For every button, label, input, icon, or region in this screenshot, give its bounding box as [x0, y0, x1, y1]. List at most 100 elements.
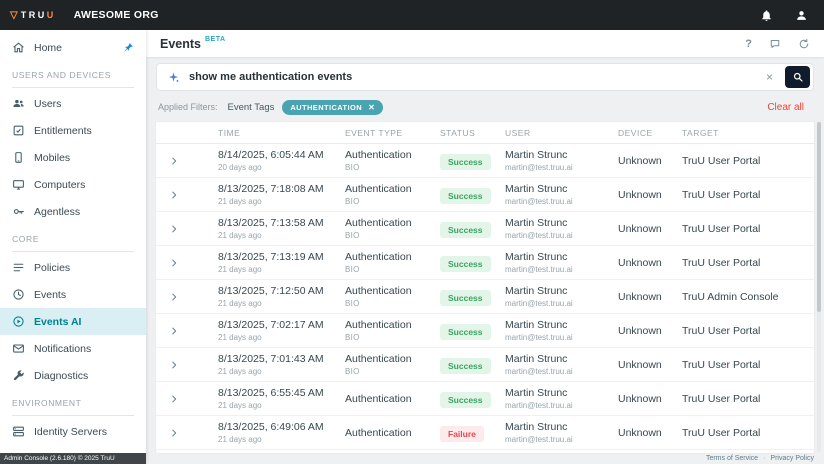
sidebar-item-home[interactable]: Home	[0, 34, 146, 61]
event-time: 8/13/2025, 7:02:17 AM	[218, 319, 324, 331]
beta-badge: BETA	[205, 36, 226, 43]
pin-icon[interactable]	[123, 42, 134, 53]
sidebar-item-entitlements[interactable]: Entitlements	[0, 117, 146, 144]
user-email: martin@test.truu.ai	[505, 401, 573, 410]
column-header[interactable]: EVENT TYPE	[345, 127, 403, 138]
applied-filters-label: Applied Filters:	[158, 102, 218, 112]
target-name: TruU User Portal	[682, 324, 761, 337]
sidebar-item-label: Entitlements	[34, 124, 92, 137]
table-row[interactable]: 8/13/2025, 7:13:58 AM 21 days ago Authenti…	[156, 212, 814, 246]
sidebar-item-events-ai[interactable]: Events AI	[0, 308, 146, 335]
applied-filters-row: Applied Filters: Event Tags AUTHENTICATI…	[156, 97, 814, 117]
column-header[interactable]: TIME	[218, 127, 241, 138]
sidebar-item-events[interactable]: Events	[0, 281, 146, 308]
terms-of-service-link[interactable]: Terms of Service	[705, 455, 759, 462]
table-row[interactable]: 8/13/2025, 6:49:06 AM 21 days ago Authenti…	[156, 416, 814, 450]
user-name: Martin Strunc	[505, 353, 568, 365]
column-header[interactable]: USER	[505, 127, 531, 138]
user-name: Martin Strunc	[505, 183, 568, 195]
column-header[interactable]: STATUS	[440, 127, 476, 138]
device-name: Unknown	[618, 222, 662, 235]
user-email: martin@test.truu.ai	[505, 197, 573, 206]
table-header-row: TIME EVENT TYPE STATUS USER DEVICE TARGET	[156, 122, 814, 144]
sidebar-item-identity-servers[interactable]: Identity Servers	[0, 418, 146, 445]
event-subtype: BIO	[345, 367, 360, 376]
event-time-ago: 21 days ago	[218, 197, 262, 206]
logo-text-accent: U	[46, 10, 56, 20]
account-person-icon[interactable]	[795, 9, 808, 22]
table-row[interactable]: 8/13/2025, 6:55:45 AM 21 days ago Authenti…	[156, 382, 814, 416]
truu-logo[interactable]: ▽ TRU U	[10, 10, 56, 21]
status-badge: Success	[440, 357, 491, 374]
user-name: Martin Strunc	[505, 387, 568, 399]
sidebar-item-users[interactable]: Users	[0, 90, 146, 117]
chip-remove-icon[interactable]: ✕	[368, 102, 376, 112]
user-email: martin@test.truu.ai	[505, 163, 573, 172]
search-clear-icon[interactable]: ×	[765, 70, 773, 84]
privacy-policy-link[interactable]: Privacy Policy	[770, 455, 814, 462]
scrollbar-thumb[interactable]	[817, 122, 821, 312]
column-header[interactable]: TARGET	[682, 127, 719, 138]
expand-chevron-icon[interactable]	[169, 190, 179, 200]
sidebar-section-label: ENVIRONMENT	[12, 398, 134, 416]
expand-chevron-icon[interactable]	[169, 156, 179, 166]
expand-chevron-icon[interactable]	[169, 326, 179, 336]
sidebar-item-agentless[interactable]: Agentless	[0, 198, 146, 225]
search-input[interactable]: show me authentication events	[189, 71, 353, 83]
table-body: 8/14/2025, 6:05:44 AM 20 days ago Authenti…	[156, 144, 814, 450]
event-time: 8/13/2025, 6:49:06 AM	[218, 421, 324, 433]
user-name: Martin Strunc	[505, 217, 568, 229]
chat-feedback-icon[interactable]	[769, 38, 781, 50]
event-time-ago: 21 days ago	[218, 299, 262, 308]
notifications-bell-icon[interactable]	[760, 9, 773, 22]
expand-chevron-icon[interactable]	[169, 428, 179, 438]
expand-chevron-icon[interactable]	[169, 360, 179, 370]
table-row[interactable]: 8/14/2025, 6:05:44 AM 20 days ago Authenti…	[156, 144, 814, 178]
topbar: ▽ TRU U AWESOME ORG	[0, 0, 824, 30]
sidebar-item-notifications[interactable]: Notifications	[0, 335, 146, 362]
sidebar-item-label: Identity Servers	[34, 425, 107, 438]
expand-chevron-icon[interactable]	[169, 258, 179, 268]
table-row[interactable]: 8/13/2025, 7:13:19 AM 21 days ago Authenti…	[156, 246, 814, 280]
column-header[interactable]: DEVICE	[618, 127, 653, 138]
search-button[interactable]	[785, 66, 810, 88]
event-type: Authentication	[345, 426, 412, 439]
status-badge: Success	[440, 187, 491, 204]
target-name: TruU User Portal	[682, 358, 761, 371]
sidebar-item-label: Users	[34, 97, 62, 110]
help-icon[interactable]: ?	[745, 37, 752, 50]
table-row[interactable]: 8/13/2025, 7:02:17 AM 21 days ago Authenti…	[156, 314, 814, 348]
mobile-icon	[12, 151, 25, 164]
filter-chip[interactable]: AUTHENTICATION ✕	[282, 99, 384, 115]
diagnostics-icon	[12, 369, 25, 382]
user-email: martin@test.truu.ai	[505, 265, 573, 274]
event-time: 8/13/2025, 6:55:45 AM	[218, 387, 324, 399]
refresh-icon[interactable]	[798, 38, 810, 50]
ai-search-bar[interactable]: show me authentication events ×	[156, 63, 814, 91]
sidebar-item-label: Policies	[34, 261, 71, 274]
sidebar-item-diagnostics[interactable]: Diagnostics	[0, 362, 146, 389]
clear-all-link[interactable]: Clear all	[767, 101, 804, 113]
expand-chevron-icon[interactable]	[169, 394, 179, 404]
sidebar-item-computers[interactable]: Computers	[0, 171, 146, 198]
user-email: martin@test.truu.ai	[505, 299, 573, 308]
target-name: TruU User Portal	[682, 392, 761, 405]
expand-chevron-icon[interactable]	[169, 292, 179, 302]
status-badge: Success	[440, 221, 491, 238]
filter-field-label: Event Tags	[227, 101, 275, 113]
expand-chevron-icon[interactable]	[169, 224, 179, 234]
table-row[interactable]: 8/13/2025, 7:12:50 AM 21 days ago Authenti…	[156, 280, 814, 314]
user-email: martin@test.truu.ai	[505, 231, 573, 240]
sidebar-item-label: Notifications	[34, 342, 92, 355]
table-row[interactable]: 8/13/2025, 7:18:08 AM 21 days ago Authenti…	[156, 178, 814, 212]
event-time: 8/14/2025, 6:05:44 AM	[218, 149, 324, 161]
event-time-ago: 20 days ago	[218, 163, 262, 172]
table-row[interactable]: 8/13/2025, 7:01:43 AM 21 days ago Authenti…	[156, 348, 814, 382]
sidebar-item-policies[interactable]: Policies	[0, 254, 146, 281]
target-name: TruU User Portal	[682, 154, 761, 167]
event-type: Authentication	[345, 251, 412, 263]
event-subtype: BIO	[345, 231, 360, 240]
sidebar-item-mobiles[interactable]: Mobiles	[0, 144, 146, 171]
status-badge: Success	[440, 323, 491, 340]
